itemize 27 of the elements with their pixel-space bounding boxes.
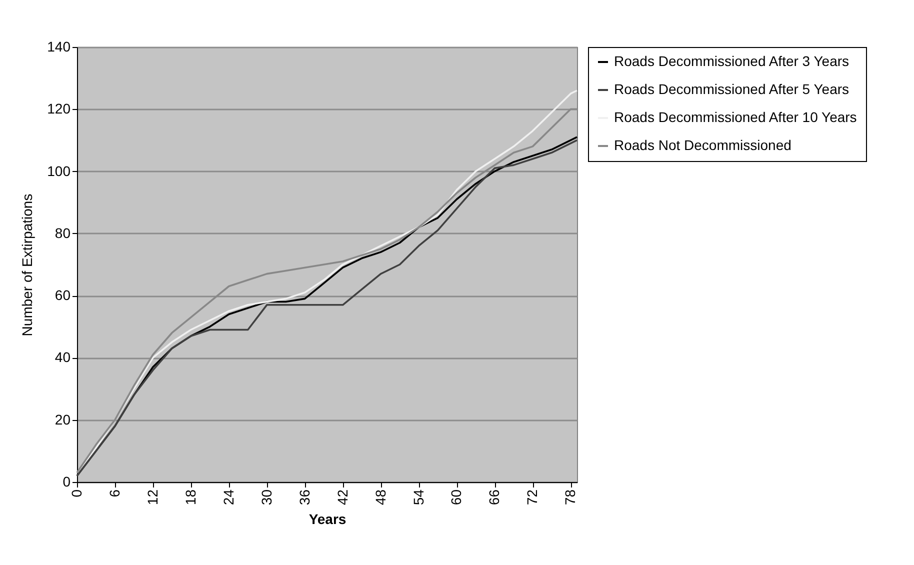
x-tick-label: 12 xyxy=(144,489,160,506)
x-tick-label: 78 xyxy=(562,489,578,506)
x-tick-label: 66 xyxy=(486,489,502,506)
y-tick-label: 60 xyxy=(54,287,71,304)
x-tick-label: 18 xyxy=(182,489,198,506)
x-axis-title: Years xyxy=(308,511,346,528)
x-tick-label: 54 xyxy=(410,489,426,506)
x-tick-label: 36 xyxy=(296,489,312,506)
y-tick-label: 100 xyxy=(47,162,71,179)
legend-label: Roads Decommissioned After 3 Years xyxy=(614,53,850,69)
x-tick-label: 48 xyxy=(372,489,388,506)
legend-label: Roads Decommissioned After 5 Years xyxy=(614,81,850,97)
y-tick-label: 80 xyxy=(54,224,71,241)
y-axis-title: Number of Extirpations xyxy=(19,194,36,336)
y-tick-label: 40 xyxy=(54,349,71,366)
x-tick-label: 6 xyxy=(106,489,122,498)
y-tick-label: 140 xyxy=(47,38,71,54)
x-tick-label: 72 xyxy=(524,489,540,506)
x-tick-label: 30 xyxy=(258,489,274,506)
x-tick-label: 24 xyxy=(220,489,236,506)
legend-label: Roads Decommissioned After 10 Years xyxy=(614,109,857,125)
y-tick-label: 120 xyxy=(47,100,71,117)
legend-label: Roads Not Decommissioned xyxy=(614,137,792,153)
x-tick-label: 42 xyxy=(334,489,350,506)
y-tick-label: 20 xyxy=(54,411,71,428)
x-tick-label: 60 xyxy=(448,489,464,506)
x-tick-label: 0 xyxy=(68,489,84,498)
